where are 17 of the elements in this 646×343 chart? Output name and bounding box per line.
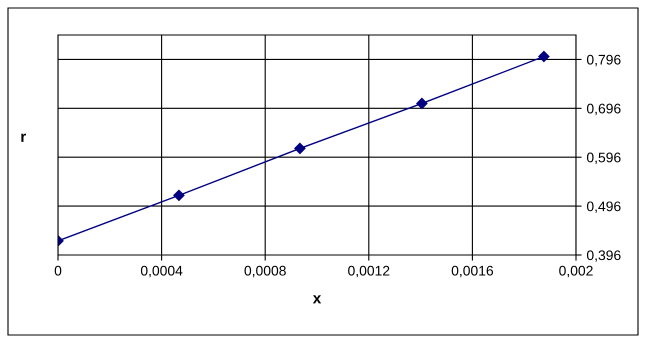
y-tick-label: 0,596 — [586, 152, 621, 164]
x-tick-label: 0,0008 — [244, 266, 286, 278]
point — [173, 190, 185, 201]
point — [538, 50, 550, 62]
y-tick-label: 0,496 — [586, 201, 621, 213]
y-tick-label: 0,796 — [586, 54, 621, 66]
x-tick-label: 0 — [54, 266, 62, 276]
point — [416, 98, 428, 110]
x-tick-label: 0,0016 — [452, 266, 494, 278]
x-tick-label: 0,0012 — [348, 266, 390, 278]
x-tick-label: 0,002 — [559, 266, 593, 278]
x-axis-title: x — [312, 295, 322, 304]
x-tick-label: 0,0004 — [140, 266, 182, 278]
y-axis-title: r — [21, 134, 26, 142]
y-tick-label: 0,396 — [586, 250, 621, 262]
y-tick-label: 0,696 — [586, 104, 621, 116]
point — [294, 142, 306, 154]
